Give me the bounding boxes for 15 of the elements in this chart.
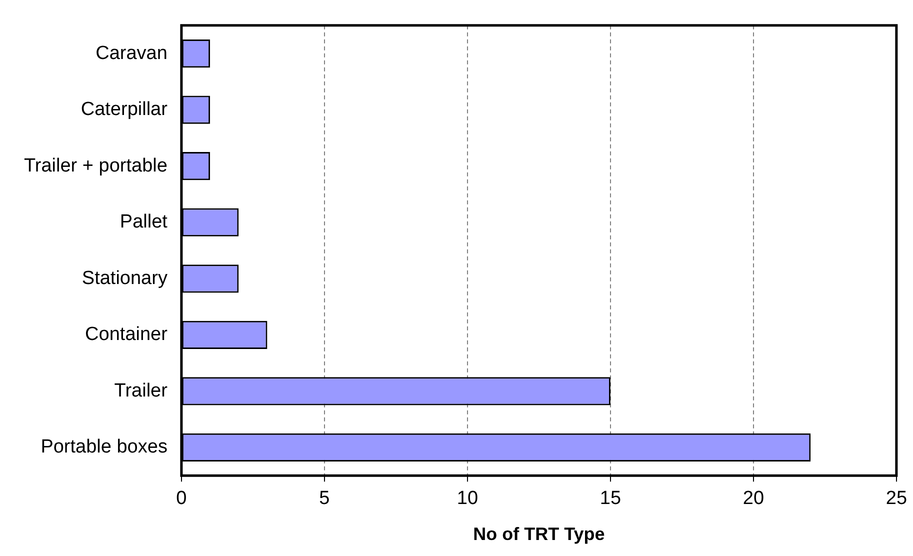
y-tick-label: Caravan xyxy=(96,42,168,64)
x-tick-label: 10 xyxy=(456,488,478,510)
y-tick-label: Trailer + portable xyxy=(24,155,168,176)
y-tick-label: Stationary xyxy=(82,268,168,289)
x-tick-label: 15 xyxy=(600,488,622,510)
x-axis-title: No of TRT Type xyxy=(473,524,605,544)
y-tick-label: Container xyxy=(85,324,168,346)
y-tick-label: Trailer xyxy=(114,380,168,402)
x-tick-label: 0 xyxy=(176,488,187,510)
y-tick-label: Caterpillar xyxy=(80,99,168,120)
x-tick-label: 25 xyxy=(886,488,908,510)
y-tick-label: Portable boxes xyxy=(40,436,168,458)
x-tick-label: 20 xyxy=(742,488,764,510)
y-tick-label: Pallet xyxy=(120,212,168,233)
x-tick-label: 5 xyxy=(319,488,330,510)
